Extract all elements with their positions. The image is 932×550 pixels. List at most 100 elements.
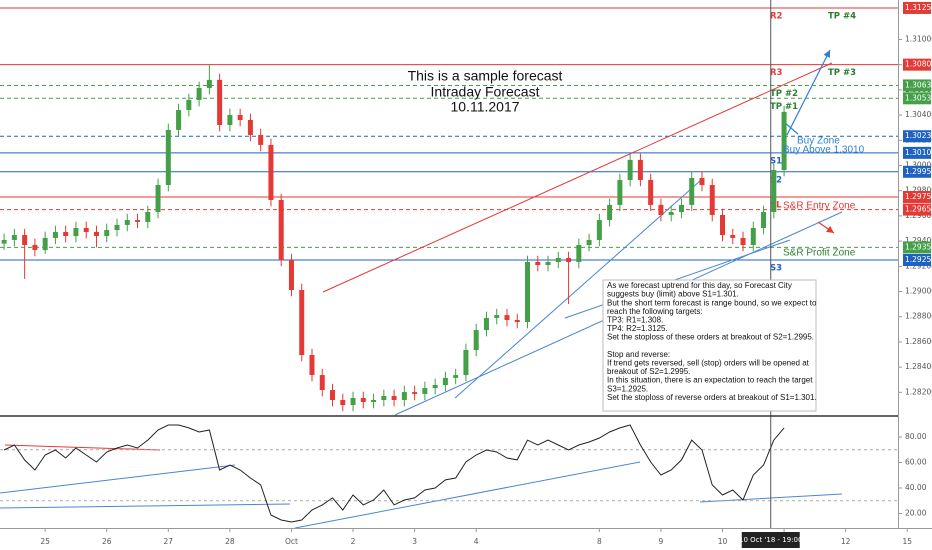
level-price-box <box>903 190 931 203</box>
x-tick-label: 9 <box>659 537 664 546</box>
level-price-box <box>903 146 931 159</box>
candle-body <box>771 170 777 212</box>
candle-body <box>525 262 531 322</box>
y-tick-label: 1.28400 <box>905 362 932 371</box>
candle-body <box>145 211 151 222</box>
candle-body <box>699 177 705 186</box>
candle-body <box>709 185 715 215</box>
level-price-label: 1.30533 <box>905 93 932 102</box>
note-line: Set the stoploss of these orders at brea… <box>607 333 814 342</box>
annotation: Buy Zone <box>797 136 840 147</box>
level-price-box <box>903 241 931 254</box>
level-price-box <box>903 58 931 71</box>
level-tag: TP #4 <box>828 11 856 21</box>
level-price-box <box>903 92 931 105</box>
candle-body <box>412 392 418 394</box>
candle-body <box>155 185 161 212</box>
level-price-label: 1.29250 <box>905 255 932 264</box>
candle-body <box>648 179 654 205</box>
candle-body <box>535 262 541 266</box>
candle-body <box>206 79 212 88</box>
annotation: S&R Entry Zone <box>783 201 856 212</box>
frame <box>0 0 932 529</box>
candle-body <box>350 397 356 406</box>
note-line: If trend gets reversed, sell (stop) orde… <box>607 359 810 368</box>
level-price-label: 1.29950 <box>905 167 932 176</box>
candle-body <box>576 244 582 263</box>
y-tick-label: 1.30000 <box>905 160 932 169</box>
candle-body <box>514 319 520 322</box>
trend-line <box>322 62 833 293</box>
note-line: But the short term forecast is range bou… <box>607 298 817 307</box>
cursor-label: 10 Oct '18 - 19:00 <box>739 536 802 544</box>
note-line: Stop and reverse: <box>607 350 670 359</box>
x-tick-label: 2 <box>351 537 356 546</box>
y-tick-label: 40.00 <box>905 483 927 492</box>
level-price-box <box>903 130 931 143</box>
level-tag: S3 <box>770 263 782 273</box>
candle-body <box>258 134 264 145</box>
title-line: 10.11.2017 <box>450 99 519 115</box>
level-price-label: 1.30800 <box>905 60 932 69</box>
candle-body <box>401 392 407 401</box>
level-price-label: 1.29650 <box>905 205 932 214</box>
level-price-box <box>903 253 931 266</box>
level-price-label: 1.31250 <box>905 3 932 12</box>
candle-body <box>247 119 253 135</box>
x-tick-label: 12 <box>841 537 851 546</box>
candle-body <box>268 144 274 201</box>
candle-body <box>1 239 7 244</box>
candle-body <box>381 395 387 401</box>
note-line: breakout of S2=1.2995. <box>607 367 690 376</box>
candle-body <box>32 244 38 251</box>
candle-body <box>750 227 756 245</box>
x-tick-label: 27 <box>164 537 174 546</box>
candle-body <box>453 375 459 378</box>
candle-body <box>330 390 336 401</box>
candle-body <box>586 239 592 245</box>
level-tag: TP #3 <box>828 68 856 78</box>
candle-body <box>309 355 315 376</box>
note-line: In this situation, there is an expectati… <box>607 376 813 385</box>
candle-body <box>93 232 99 237</box>
candle-body <box>668 211 674 215</box>
level-tag: TP #2 <box>770 89 798 99</box>
level-tag: R2 <box>770 11 783 21</box>
level-price-box <box>903 79 931 92</box>
note-line: S3=1.2925. <box>607 384 648 393</box>
candle-body <box>135 220 141 222</box>
title-line: This is a sample forecast <box>408 68 563 84</box>
level-tag: S1 <box>770 156 782 166</box>
forecast-arrow <box>786 49 831 136</box>
candle-body <box>104 229 110 237</box>
title-line: Intraday Forecast <box>431 84 540 100</box>
osc-trend-line <box>4 444 161 451</box>
y-tick-label: 1.31000 <box>905 34 932 43</box>
note-line: suggests buy (limit) above S1=1.301. <box>607 290 739 299</box>
candle-body <box>494 315 500 318</box>
y-tick-label: 1.28200 <box>905 387 932 396</box>
candle-body <box>11 235 17 240</box>
candle-body <box>22 235 28 245</box>
candle-body <box>237 114 243 120</box>
note-box <box>602 279 817 412</box>
oscillator-line <box>3 424 785 523</box>
x-tick-label: 3 <box>412 537 417 546</box>
x-tick-label: 28 <box>225 537 235 546</box>
note-line: TP4: R2=1.3125. <box>607 324 668 333</box>
note-line: reach the following targets: <box>607 307 703 316</box>
y-tick-label: 60.00 <box>905 457 927 466</box>
candle-body <box>319 375 325 391</box>
level-price-box <box>903 203 931 216</box>
candle-body <box>761 211 767 228</box>
candle-body <box>607 204 613 221</box>
x-tick-label: 8 <box>597 537 602 546</box>
y-tick-label: 80.00 <box>905 432 927 441</box>
candle-body <box>288 259 294 290</box>
candle-body <box>73 227 79 237</box>
candle-body <box>278 200 284 260</box>
level-price-label: 1.29350 <box>905 242 932 251</box>
